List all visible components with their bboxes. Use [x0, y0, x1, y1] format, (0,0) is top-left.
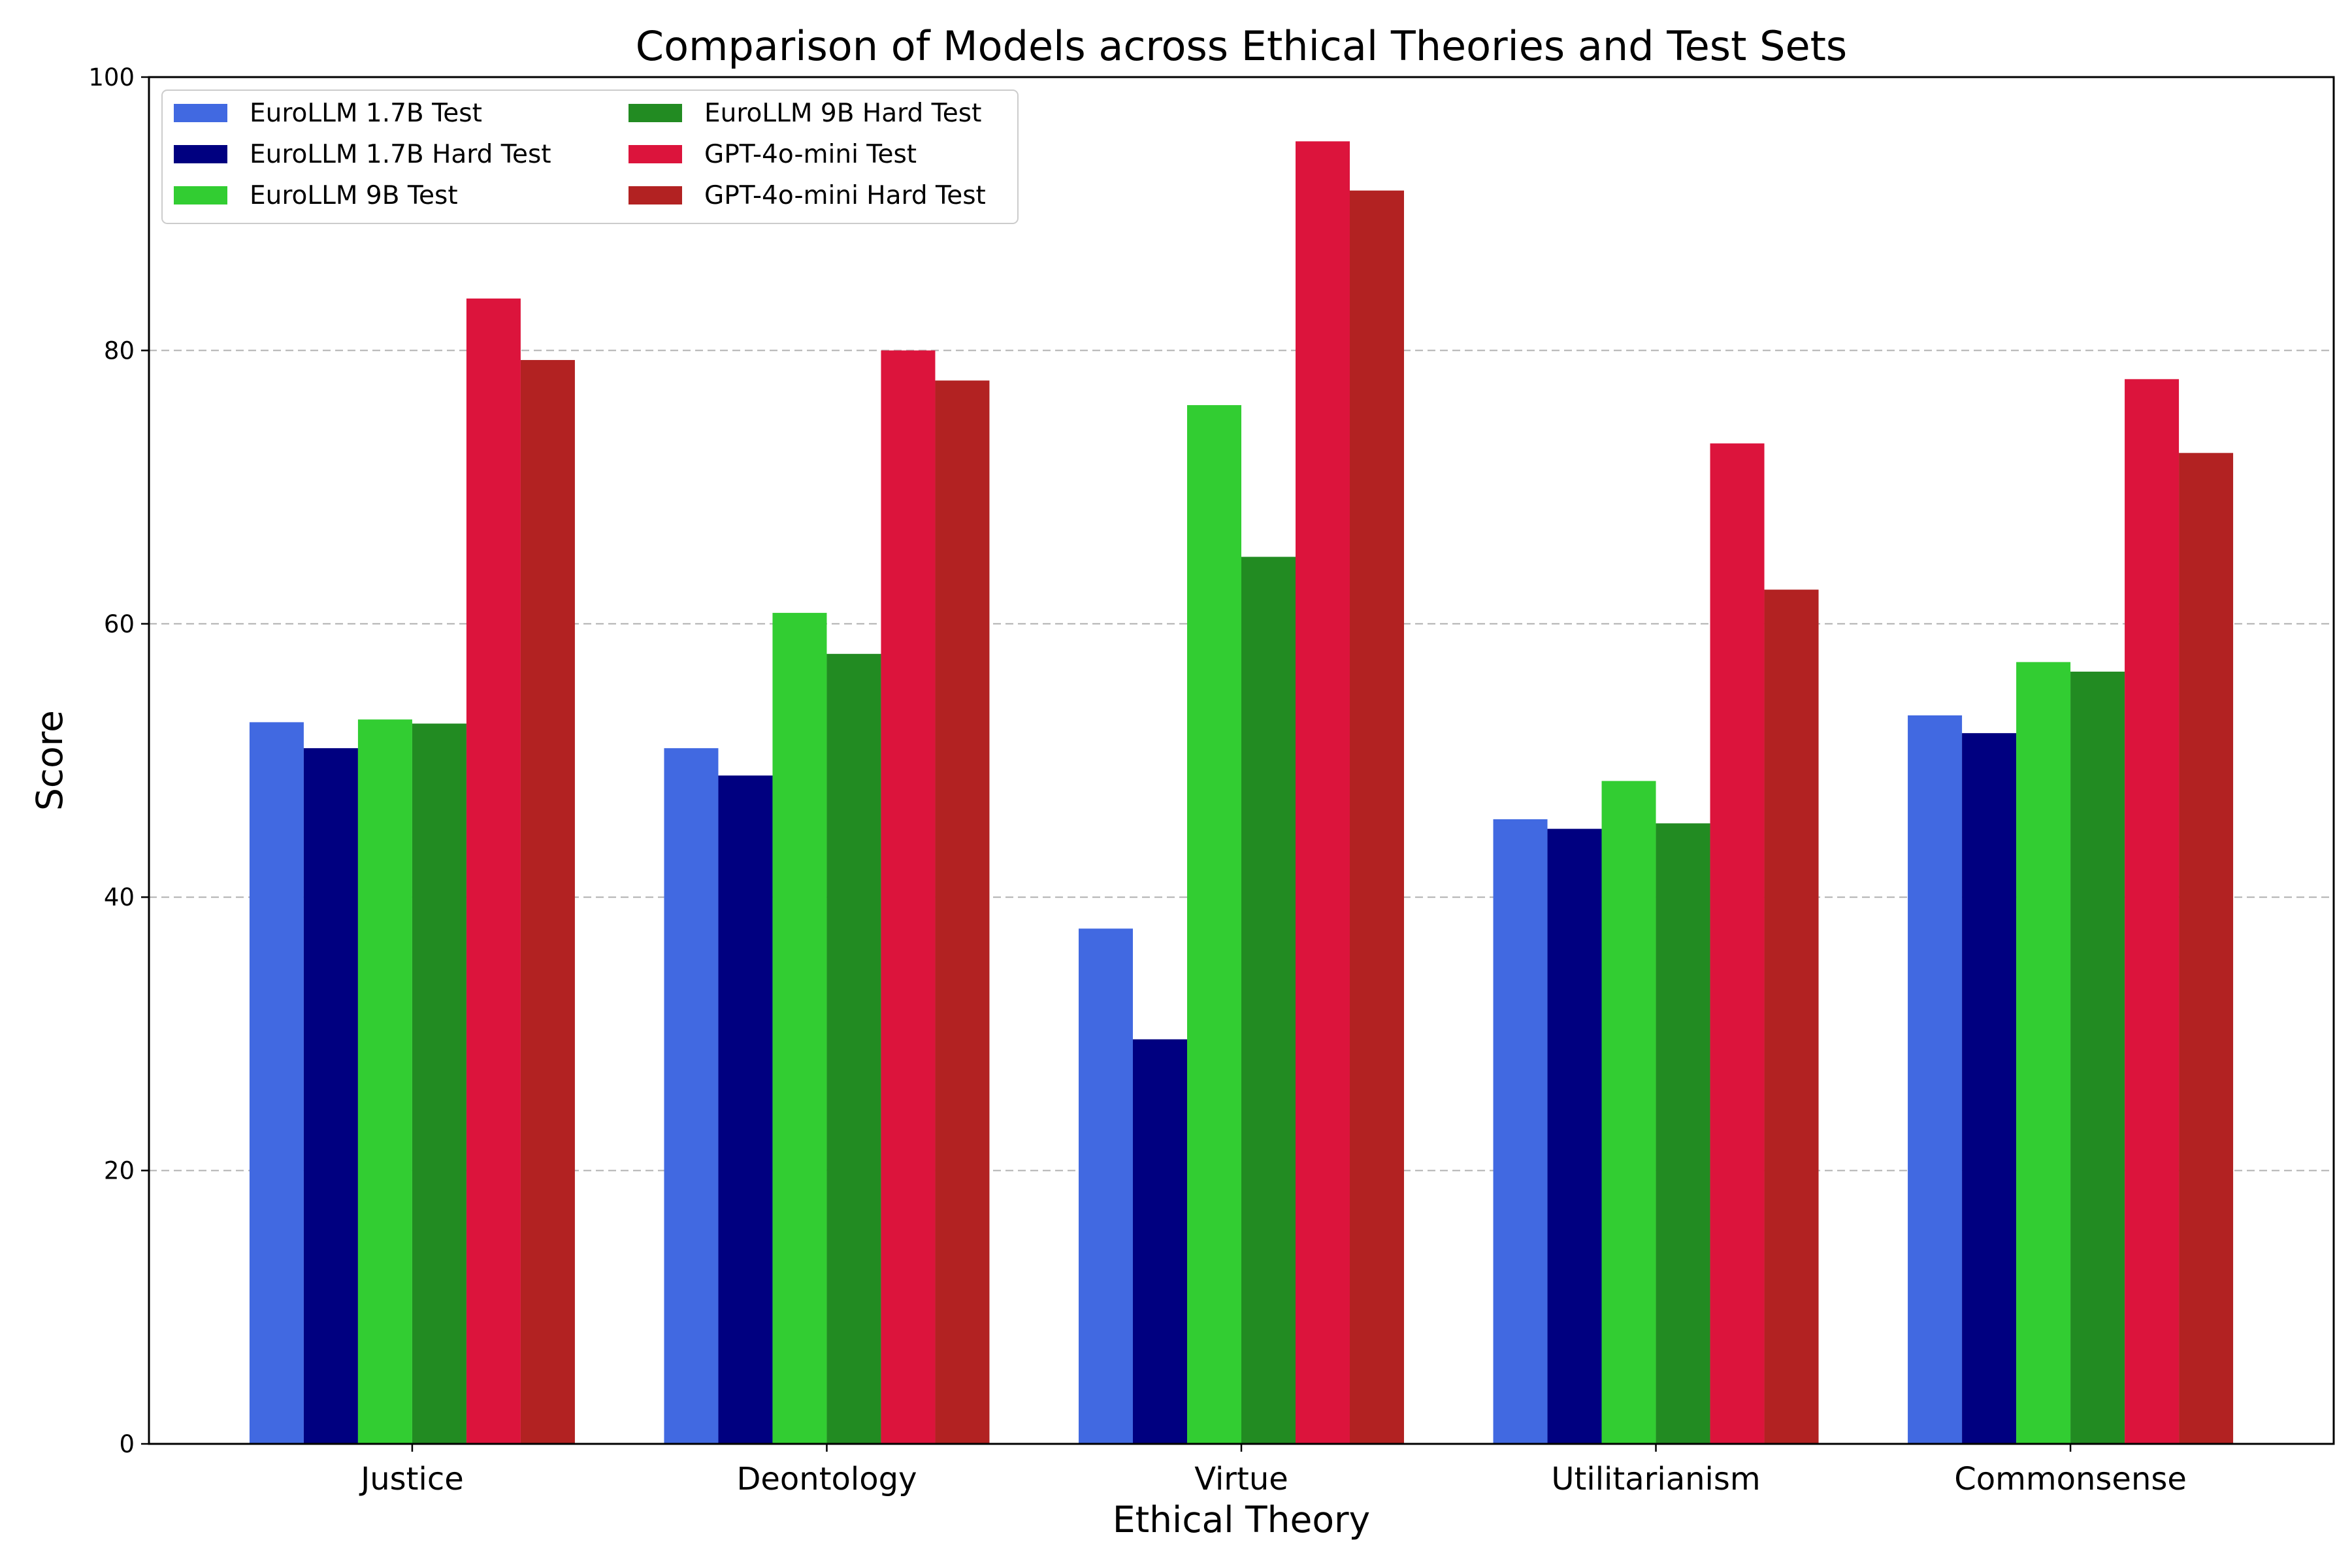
bar: [1908, 715, 1963, 1444]
legend-entry: EuroLLM 9B Test: [250, 181, 458, 210]
bar: [466, 298, 521, 1444]
x-tick-label: Justice: [359, 1461, 464, 1497]
legend-swatch: [629, 186, 682, 204]
bar: [1296, 141, 1350, 1445]
bar: [412, 723, 466, 1444]
bar: [2179, 453, 2234, 1444]
y-tick-label: 60: [104, 610, 135, 638]
bar: [1241, 557, 1296, 1444]
bar: [1962, 733, 2017, 1444]
x-axis-label: Ethical Theory: [1113, 1499, 1370, 1541]
legend-entry: GPT-4o-mini Hard Test: [704, 181, 986, 210]
x-tick-label: Commonsense: [1954, 1461, 2187, 1497]
bar: [1079, 928, 1133, 1444]
bar: [1493, 819, 1548, 1444]
y-tick-label: 100: [88, 63, 135, 91]
bar: [2070, 672, 2125, 1444]
legend-entry: EuroLLM 9B Hard Test: [704, 99, 981, 128]
bar: [249, 722, 304, 1444]
legend-entry: EuroLLM 1.7B Hard Test: [250, 140, 551, 169]
legend-entry: EuroLLM 1.7B Test: [250, 99, 482, 128]
y-axis-label: Score: [29, 710, 71, 811]
bar: [1547, 828, 1602, 1444]
chart-title: Comparison of Models across Ethical Theo…: [636, 22, 1847, 70]
bar: [772, 613, 827, 1445]
bar: [1133, 1039, 1187, 1444]
bar: [718, 776, 773, 1444]
bar: [881, 350, 936, 1444]
y-tick-label: 80: [104, 336, 135, 365]
bar: [664, 748, 719, 1444]
bar: [1187, 405, 1241, 1444]
y-tick-label: 0: [119, 1430, 135, 1458]
y-tick-label: 20: [104, 1157, 135, 1185]
x-axis-ticks: Justice Deontology Virtue Utilitarianism Com…: [359, 1444, 2187, 1497]
bar: [1350, 190, 1404, 1444]
bar: [303, 748, 358, 1444]
bar: [2016, 662, 2071, 1444]
legend-entry: GPT-4o-mini Test: [704, 140, 917, 169]
bar: [826, 653, 881, 1444]
legend-swatch: [629, 145, 682, 163]
legend-box: [161, 90, 1019, 224]
bar: [1656, 823, 1710, 1444]
bars: [249, 141, 2234, 1445]
bar: [1710, 443, 1765, 1444]
bar: [1764, 589, 1819, 1444]
bar: [935, 380, 990, 1444]
x-tick-label: Utilitarianism: [1551, 1461, 1760, 1497]
legend-swatch: [174, 145, 227, 163]
bar: [520, 360, 575, 1445]
legend-swatch: [174, 104, 227, 122]
bar: [357, 719, 412, 1444]
x-tick-label: Virtue: [1194, 1461, 1288, 1497]
legend-swatch: [629, 104, 682, 122]
x-tick-label: Deontology: [736, 1461, 917, 1497]
y-tick-label: 40: [104, 883, 135, 911]
bar: [2125, 379, 2180, 1444]
legend: EuroLLM 1.7B Test EuroLLM 1.7B Hard Test E…: [161, 90, 1019, 224]
y-axis-ticks: 0 20 40 60 80 100: [88, 63, 149, 1458]
legend-swatch: [174, 186, 227, 204]
bar: [1601, 781, 1656, 1444]
